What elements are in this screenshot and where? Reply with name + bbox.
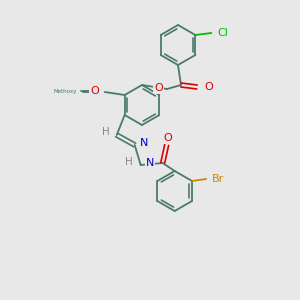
Text: Methoxy: Methoxy [53, 88, 77, 94]
Text: H: H [125, 157, 133, 167]
Text: O: O [163, 133, 172, 143]
Text: Br: Br [212, 174, 224, 184]
Text: O: O [154, 83, 163, 93]
Text: N: N [146, 158, 154, 168]
Text: H: H [102, 127, 110, 137]
Text: O: O [204, 82, 213, 92]
Text: N: N [140, 138, 148, 148]
Text: O: O [90, 86, 99, 96]
Text: Cl: Cl [217, 28, 228, 38]
